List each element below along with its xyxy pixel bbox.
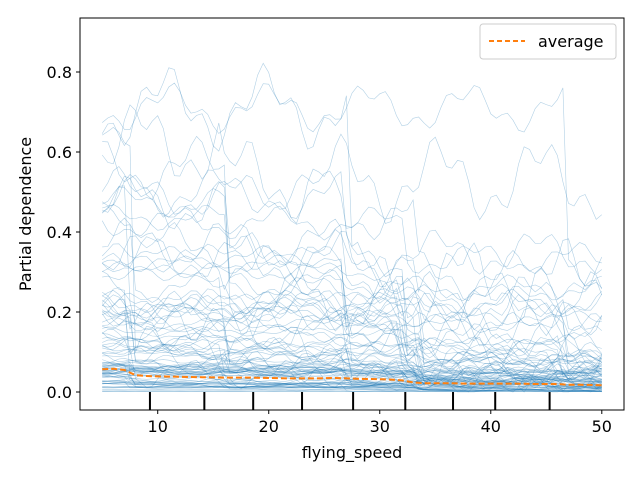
- rug-marks: [150, 392, 550, 410]
- x-axis: 10 20 30 40 50: [148, 410, 612, 436]
- x-tick-label: 50: [592, 417, 612, 436]
- ice-lines: [102, 63, 602, 392]
- ice-line: [102, 218, 602, 341]
- x-tick-label: 20: [259, 417, 279, 436]
- y-tick-label: 0.6: [47, 143, 72, 162]
- ice-line: [102, 63, 602, 322]
- legend-label-average: average: [538, 32, 604, 51]
- x-axis-label: flying_speed: [302, 443, 403, 463]
- ice-line: [102, 105, 602, 224]
- y-axis-label: Partial dependence: [16, 137, 35, 291]
- ice-line: [102, 167, 602, 301]
- y-tick-label: 0.2: [47, 303, 72, 322]
- y-axis: 0.0 0.2 0.4 0.6 0.8: [47, 63, 80, 402]
- y-tick-label: 0.8: [47, 63, 72, 82]
- x-tick-label: 40: [481, 417, 501, 436]
- legend: average: [480, 24, 616, 59]
- y-tick-label: 0.4: [47, 223, 72, 242]
- ice-line: [102, 187, 602, 316]
- x-tick-label: 30: [370, 417, 390, 436]
- x-tick-label: 10: [148, 417, 168, 436]
- y-tick-label: 0.0: [47, 383, 72, 402]
